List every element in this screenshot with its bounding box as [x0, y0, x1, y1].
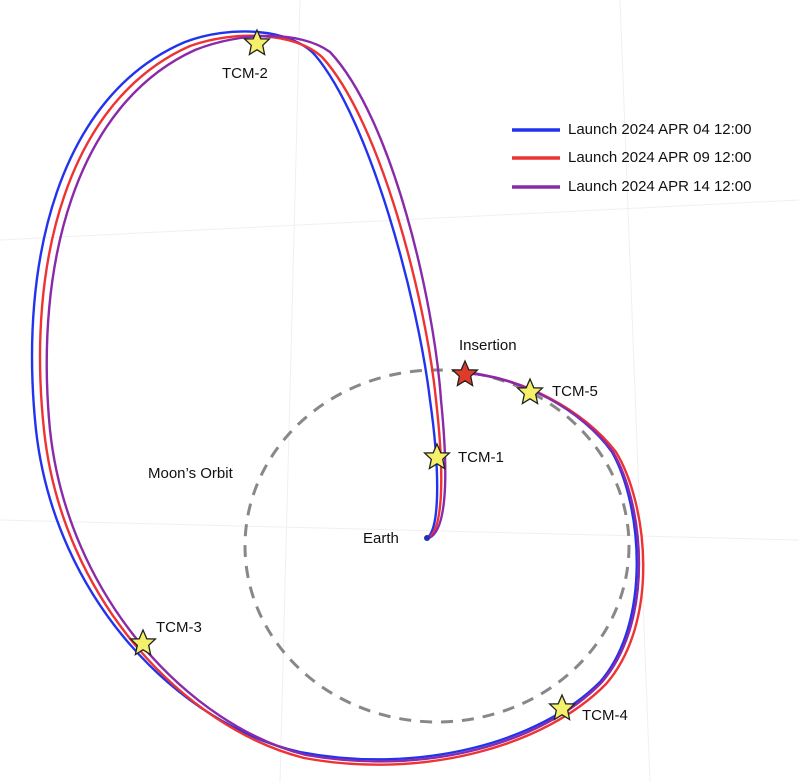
- earth: [424, 535, 430, 541]
- star-tcm5: [516, 378, 544, 405]
- tcm2-label: TCM-2: [222, 65, 268, 82]
- tcm1-label: TCM-1: [458, 449, 504, 466]
- moon-orbit-label: Moon’s Orbit: [148, 465, 234, 482]
- legend-label: Launch 2024 APR 14 12:00: [568, 178, 752, 195]
- tcm3-label: TCM-3: [156, 619, 202, 636]
- star-insertion: [451, 360, 479, 387]
- trajectory-purple: [45, 34, 641, 763]
- tcm4-label: TCM-4: [582, 707, 628, 724]
- insertion-label: Insertion: [459, 337, 517, 354]
- trajectory-red: [38, 34, 645, 766]
- trajectory-blue: [30, 30, 638, 761]
- legend-label: Launch 2024 APR 04 12:00: [568, 121, 752, 138]
- moon-orbit: [243, 368, 631, 724]
- legend: Launch 2024 APR 04 12:00 Launch 2024 APR…: [512, 121, 752, 195]
- legend-label: Launch 2024 APR 09 12:00: [568, 149, 752, 166]
- earth-label: Earth: [363, 530, 399, 547]
- tcm5-label: TCM-5: [552, 383, 598, 400]
